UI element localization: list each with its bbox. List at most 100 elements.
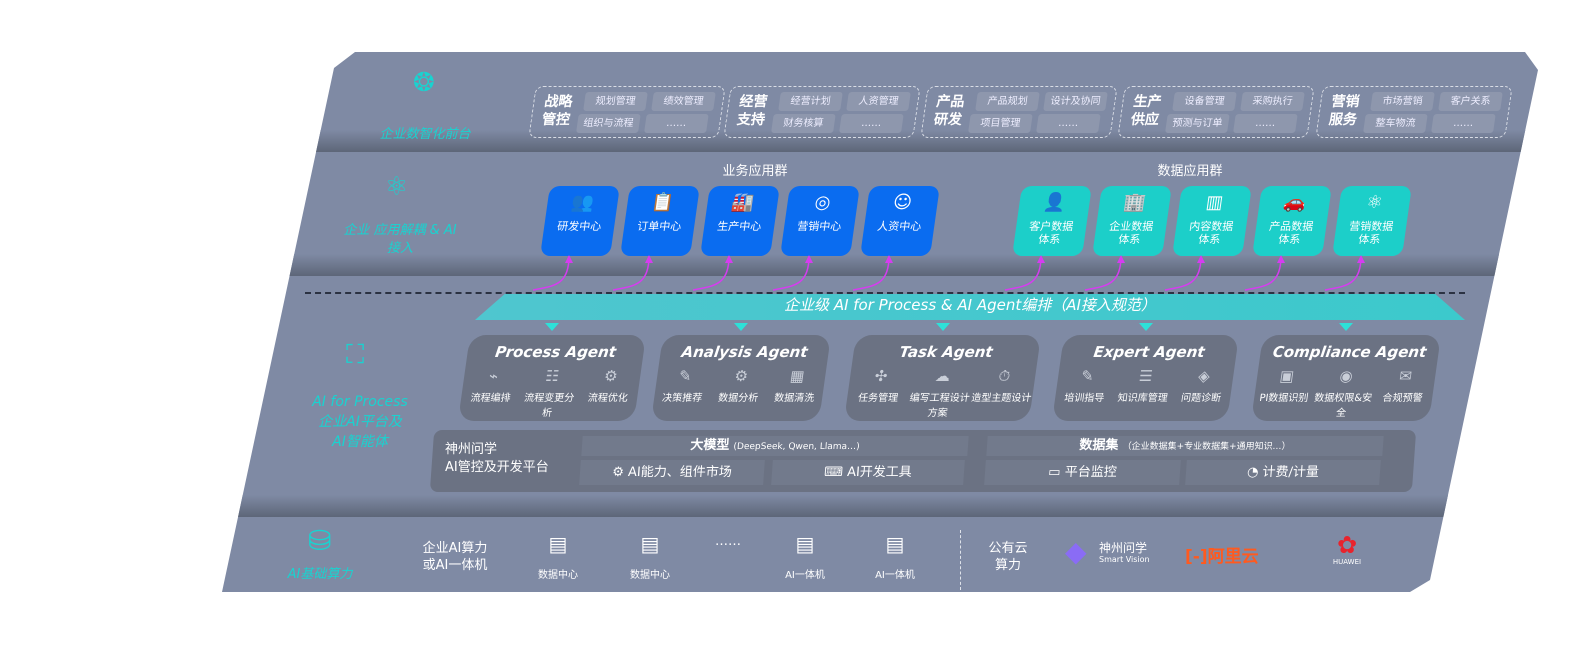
agent-item-icon: ▦ (788, 367, 806, 385)
agent-item-icon: ☰ (1137, 367, 1154, 385)
agent-item-icon: ✎ (677, 367, 693, 385)
link-arrowhead (1357, 255, 1365, 263)
ai-label-en: AI for Process (312, 394, 408, 410)
agent-item-icon: ◈ (1197, 367, 1212, 385)
agent-item[interactable]: ☁ 编写工程设计方案 (906, 367, 974, 419)
link-arrowhead (1117, 255, 1125, 263)
layer-divider (222, 495, 1538, 517)
agent-item[interactable]: ⚙ 流程优化 (576, 367, 641, 419)
agent-item-label: 培训指导 (1063, 393, 1106, 404)
agent-items: ▣ PI数据识别 ◉ 数据权限&安全 ✉ 合规预警 (1251, 367, 1436, 419)
ai-banner (475, 294, 1465, 320)
link-arrowhead (805, 255, 813, 263)
model-title: 大模型 (689, 438, 730, 453)
code-icon: ⌨ (823, 465, 848, 480)
agent-name: Compliance Agent (1271, 343, 1428, 361)
ai-label: AI for Process 企业AI平台及 AI智能体 (300, 392, 420, 452)
agent-item-icon: ☷ (544, 367, 561, 385)
server-icon: ▤ (885, 532, 905, 556)
agent-item-label: 合规预警 (1381, 393, 1424, 404)
infra-divider (960, 530, 961, 590)
network-icon: ⚛ (385, 172, 409, 202)
agent-card[interactable]: Task Agent ✣ 任务管理 ☁ 编写工程设计方案 ⏱ 造型主题设计 (843, 335, 1042, 421)
infra-label: AI基础算力 (287, 567, 353, 582)
down-arrow-icon (935, 323, 950, 331)
agent-item-label: 数据权限&安全 (1313, 393, 1373, 419)
agent-item[interactable]: ◉ 数据权限&安全 (1311, 367, 1377, 419)
agent-item-label: 数据清洗 (773, 393, 815, 404)
cell-label: 计费/计量 (1262, 465, 1320, 480)
agent-item[interactable]: ✉ 合规预警 (1370, 367, 1436, 419)
agent-item[interactable]: ◈ 问题诊断 (1171, 367, 1234, 404)
link-arrow (1244, 255, 1282, 291)
business-apps-title: 业务应用群 (722, 164, 788, 179)
face-scan-icon: ⛶ (346, 340, 365, 370)
agent-item[interactable]: ☷ 流程变更分析 (517, 367, 582, 419)
server-icon: ▤ (548, 532, 568, 556)
monitor-icon: ▭ (1047, 465, 1066, 480)
agent-item[interactable]: ☰ 知识库管理 (1113, 367, 1176, 404)
brain-icon: ❂ (413, 68, 435, 98)
ellipsis: …… (715, 534, 741, 549)
private-label-2: 或AI一体机 (422, 558, 488, 573)
agent-item-icon: ⚙ (733, 367, 750, 385)
server-label: 数据中心 (630, 570, 670, 581)
agent-item-label: 造型主题设计 (970, 393, 1033, 404)
platform-cell-monitor[interactable]: ▭ 平台监控 (984, 460, 1181, 485)
link-arrow (1324, 255, 1362, 291)
down-arrow-icon (734, 323, 748, 331)
server-icon: ▤ (640, 532, 660, 556)
apps-label: 企业 应用解耦 & AI 接入 (343, 223, 457, 256)
ai-banner-text: 企业级 AI for Process & AI Agent编排（AI接入规范） (784, 296, 1156, 314)
agent-item[interactable]: ▦ 数据清洗 (766, 367, 827, 404)
market-icon: ⚙ (611, 465, 629, 480)
agent-item[interactable]: ✣ 任务管理 (845, 367, 913, 419)
agent-item[interactable]: ⏱ 造型主题设计 (968, 367, 1036, 419)
model-header: 大模型 (DeepSeek, Qwen, Llama…) (581, 436, 969, 456)
agent-item-icon: ✉ (1398, 367, 1414, 385)
agent-item-icon: ✣ (873, 367, 889, 385)
server-label: 数据中心 (538, 570, 578, 581)
agent-item-label: 数据分析 (717, 393, 759, 404)
link-arrow (612, 255, 650, 291)
agent-items: ✎ 决策推荐 ⚙ 数据分析 ▦ 数据清洗 (653, 367, 826, 404)
dataset-note: （企业数据集+专业数据集+通用知识…） (1122, 442, 1291, 452)
platform-cell-billing[interactable]: ◔ 计费/计量 (1185, 460, 1381, 485)
agent-card[interactable]: Analysis Agent ✎ 决策推荐 ⚙ 数据分析 ▦ 数据清洗 (650, 335, 832, 421)
model-note: (DeepSeek, Qwen, Llama…) (733, 442, 860, 452)
cell-label: AI能力、组件市场 (627, 465, 733, 480)
agent-items: ✎ 培训指导 ☰ 知识库管理 ◈ 问题诊断 (1054, 367, 1234, 404)
platform-cell-dev-tools[interactable]: ⌨ AI开发工具 (771, 460, 965, 485)
ai-label-cn1: 企业AI平台及 (318, 414, 402, 430)
agent-item-icon: ✎ (1079, 367, 1095, 385)
link-arrowhead (885, 255, 893, 263)
agent-items: ⌁ 流程编排 ☷ 流程变更分析 ⚙ 流程优化 (458, 367, 641, 419)
agent-item[interactable]: ✎ 培训指导 (1055, 367, 1118, 404)
link-arrows (532, 255, 1365, 291)
dataset-header: 数据集 （企业数据集+专业数据集+通用知识…） (986, 436, 1384, 456)
front-label: 企业数智化前台 (379, 127, 471, 142)
cell-label: AI开发工具 (846, 465, 913, 480)
agent-item[interactable]: ⚙ 数据分析 (710, 367, 771, 404)
agent-item-icon: ⏱ (997, 367, 1012, 385)
agent-card[interactable]: Expert Agent ✎ 培训指导 ☰ 知识库管理 ◈ 问题诊断 (1051, 335, 1240, 421)
agent-items: ✣ 任务管理 ☁ 编写工程设计方案 ⏱ 造型主题设计 (844, 367, 1036, 419)
database-icon: ⛁ (308, 524, 332, 557)
agent-item-label: 编写工程设计方案 (908, 393, 971, 419)
down-arrow-icon (1138, 323, 1153, 331)
down-arrow-icon (1339, 323, 1353, 331)
platform-title-1: 神州问学 (445, 442, 498, 457)
server-item: ▤ 数据中心 (620, 532, 680, 581)
link-arrow (1084, 255, 1122, 291)
agent-item-label: 任务管理 (857, 393, 899, 404)
agent-card[interactable]: Process Agent ⌁ 流程编排 ☷ 流程变更分析 ⚙ 流程优化 (457, 335, 647, 421)
agent-item[interactable]: ✎ 决策推荐 (654, 367, 715, 404)
agent-item[interactable]: ⌁ 流程编排 (459, 367, 524, 419)
public-label-2: 算力 (994, 558, 1021, 573)
agent-item-icon: ⚙ (602, 367, 619, 385)
platform-cell-ai-market[interactable]: ⚙ AI能力、组件市场 (579, 460, 765, 485)
server-icon: ▤ (795, 532, 815, 556)
agent-card[interactable]: Compliance Agent ▣ PI数据识别 ◉ 数据权限&安全 ✉ 合规预警 (1250, 335, 1442, 421)
agent-item[interactable]: ▣ PI数据识别 (1252, 367, 1318, 419)
agent-item-icon: ◉ (1338, 367, 1355, 385)
